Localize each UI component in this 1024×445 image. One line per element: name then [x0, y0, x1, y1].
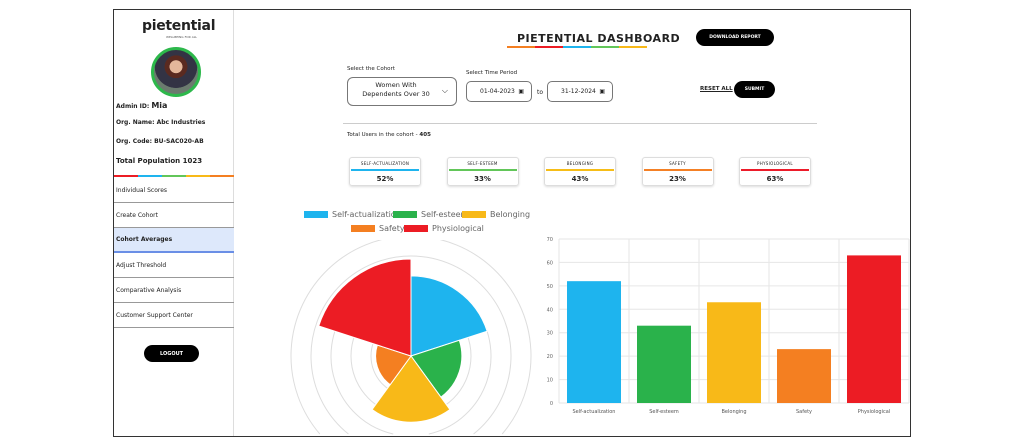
admin-id: Admin ID: Mia	[116, 101, 168, 110]
avatar[interactable]	[151, 47, 201, 97]
cohort-label: Select the Cohort	[347, 66, 395, 72]
polar-slice-self-esteem[interactable]	[410, 339, 463, 398]
card-value: 23%	[669, 175, 686, 183]
legend-safety[interactable]: Safety	[351, 224, 405, 233]
card-label: BELONGING	[566, 161, 594, 166]
bar-safety[interactable]	[777, 349, 831, 403]
from-date-input[interactable]: 01-04-2023 ▣	[466, 81, 532, 102]
score-card-safety: SAFETY 23%	[641, 157, 714, 186]
sidebar-item-individual-scores[interactable]: Individual Scores	[114, 178, 234, 203]
polar-grid-ring	[290, 240, 532, 435]
app-frame: pietential WELLBEING FOR ALL Admin ID: M…	[113, 9, 911, 437]
total-users: Total Users in the cohort - 405	[347, 132, 431, 138]
sidebar-item-create-cohort[interactable]: Create Cohort	[114, 203, 234, 228]
y-tick-label: 10	[547, 378, 553, 384]
sidebar: pietential WELLBEING FOR ALL Admin ID: M…	[114, 10, 234, 436]
y-tick-label: 20	[547, 354, 553, 360]
card-value: 33%	[474, 175, 491, 183]
y-tick-label: 70	[547, 237, 553, 243]
polar-area-chart	[290, 240, 532, 435]
x-tick-label: Self-actualization	[573, 409, 616, 415]
total-population: Total Population 1023	[116, 157, 203, 165]
divider	[343, 123, 817, 124]
to-label: to	[537, 89, 544, 96]
card-label: SAFETY	[669, 161, 686, 166]
reset-all-link[interactable]: RESET ALL	[700, 86, 733, 92]
polar-slice-belonging[interactable]	[371, 355, 451, 423]
calendar-icon: ▣	[518, 88, 524, 95]
sidebar-item-comparative-analysis[interactable]: Comparative Analysis	[114, 278, 234, 303]
card-color-bar	[448, 169, 517, 171]
page-title: PIETENTIAL DASHBOARD	[517, 32, 681, 45]
y-tick-label: 0	[550, 401, 553, 407]
score-card-physiological: PHYSIOLOGICAL 63%	[739, 157, 811, 186]
polar-grid-ring	[310, 255, 512, 435]
card-value: 43%	[571, 175, 589, 183]
score-card-belonging: BELONGING 43%	[544, 157, 616, 186]
card-value: 63%	[766, 175, 784, 183]
to-date-input[interactable]: 31-12-2024 ▣	[547, 81, 613, 102]
score-card-self-esteem: SELF-ESTEEM 33%	[446, 157, 519, 186]
bar-belonging[interactable]	[707, 302, 761, 403]
bar-self-esteem[interactable]	[637, 325, 691, 403]
sidebar-item-cohort-averages[interactable]: Cohort Averages	[114, 228, 234, 253]
y-tick-label: 50	[547, 284, 553, 290]
logo-tagline: WELLBEING FOR ALL	[166, 35, 198, 39]
bar-self-actualization[interactable]	[567, 281, 621, 403]
org-name: Org. Name: Abc Industries	[116, 119, 206, 126]
bar-chart: 0 10 20 30 40 50 60 70 Self-actualization Self-es…	[547, 237, 910, 415]
card-color-bar	[741, 169, 809, 171]
sidebar-item-customer-support[interactable]: Customer Support Center	[114, 303, 234, 328]
x-tick-label: Self-esteem	[649, 409, 679, 415]
y-tick-label: 40	[547, 307, 553, 313]
calendar-icon: ▣	[599, 88, 605, 95]
card-value: 52%	[376, 175, 394, 183]
card-color-bar	[351, 169, 419, 171]
org-code: Org. Code: BU-SAC020-AB	[116, 138, 204, 145]
logout-button[interactable]: LOGOUT	[144, 345, 199, 362]
title-underline	[507, 46, 647, 48]
chevron-down-icon: ⌵	[441, 86, 448, 95]
polar-slice-self-actualization[interactable]	[410, 275, 488, 357]
rainbow-divider	[114, 175, 234, 177]
polar-slice-physiological[interactable]	[318, 258, 412, 357]
card-color-bar	[643, 169, 712, 171]
bar-physiological[interactable]	[847, 255, 901, 403]
score-card-self-actualization: SELF-ACTUALIZATION 52%	[349, 157, 421, 186]
sidebar-item-adjust-threshold[interactable]: Adjust Threshold	[114, 253, 234, 278]
y-tick-label: 60	[547, 260, 553, 266]
download-report-button[interactable]: DOWNLOAD REPORT	[696, 29, 774, 46]
submit-button[interactable]: SUBMIT	[734, 81, 775, 98]
x-tick-label: Belonging	[721, 409, 746, 415]
card-label: SELF-ESTEEM	[467, 161, 498, 166]
sidebar-menu: Individual Scores Create Cohort Cohort A…	[114, 178, 234, 328]
card-label: SELF-ACTUALIZATION	[360, 161, 410, 166]
legend-self-actualization[interactable]: Self-actualization	[304, 210, 401, 219]
time-period-label: Select Time Period	[466, 70, 518, 76]
x-tick-label: Physiological	[858, 409, 890, 415]
cohort-select[interactable]: Women With Dependents Over 30 ⌵	[347, 77, 457, 106]
x-tick-label: Safety	[796, 409, 812, 415]
card-color-bar	[546, 169, 614, 171]
polar-slice-safety[interactable]	[375, 344, 412, 386]
cohort-value: Women With Dependents Over 30	[362, 81, 430, 98]
y-tick-label: 30	[547, 331, 553, 337]
legend-physiological[interactable]: Physiological	[404, 224, 484, 233]
legend-belonging[interactable]: Belonging	[462, 210, 530, 219]
card-label: PHYSIOLOGICAL	[757, 161, 793, 166]
logo: pietential	[142, 18, 216, 34]
legend-self-esteem[interactable]: Self-esteem	[393, 210, 468, 219]
